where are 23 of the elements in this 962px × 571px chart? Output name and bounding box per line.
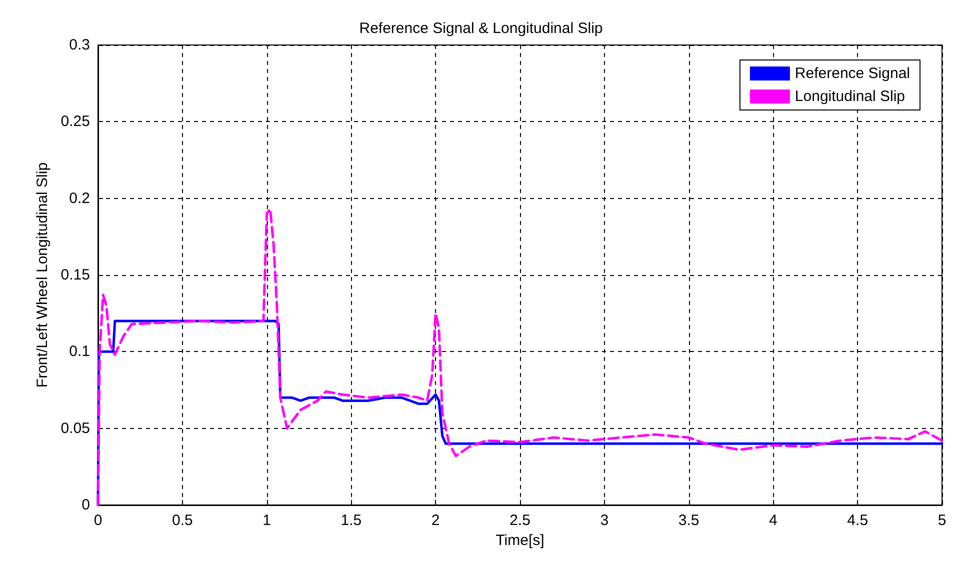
legend-label: Reference Signal: [794, 65, 910, 82]
y-tick-label: 0.1: [69, 343, 90, 360]
x-tick-label: 4: [769, 512, 778, 529]
x-tick-label: 4.5: [847, 512, 868, 529]
x-tick-label: 1: [262, 512, 271, 529]
x-tick-label: 0.5: [172, 512, 193, 529]
y-axis-title: Front/Left Wheel Longitudinal Slip: [34, 162, 51, 388]
x-tick-label: 3: [600, 512, 609, 529]
y-tick-label: 0: [82, 496, 90, 514]
legend-label: Longitudinal Slip: [794, 88, 906, 105]
x-tick-label: 0: [94, 512, 102, 529]
y-tick-label: 0.05: [60, 420, 90, 437]
y-tick-label: 0.3: [69, 36, 90, 54]
y-tick-label: 0.25: [60, 113, 90, 130]
y-tick-label: 0.2: [69, 190, 90, 207]
x-tick-label: 5: [938, 512, 946, 529]
x-tick-label: 2.5: [510, 512, 530, 529]
y-tick-label: 0.15: [60, 266, 90, 284]
x-tick-label: 3.5: [678, 512, 700, 529]
chart-title: Reference Signal & Longitudinal Slip: [359, 20, 603, 37]
x-axis-title: Time[s]: [496, 532, 544, 549]
x-tick-label: 1.5: [340, 512, 362, 529]
x-tick-label: 2: [431, 512, 440, 529]
